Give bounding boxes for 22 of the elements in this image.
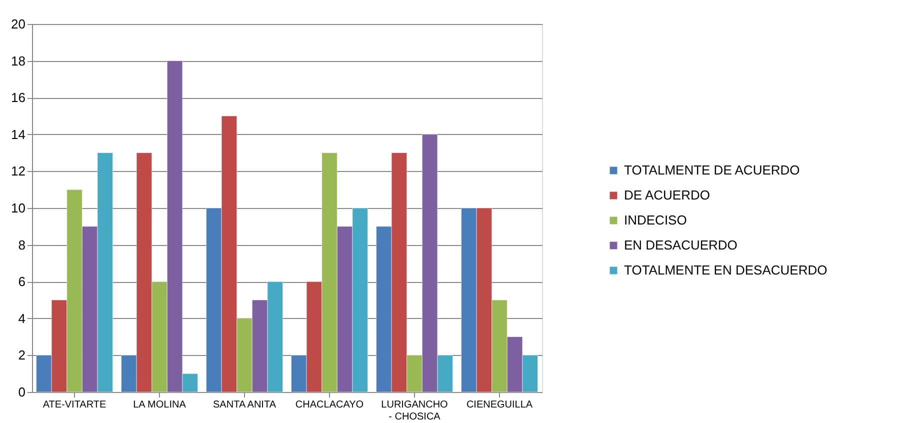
y-tick-label: 18 bbox=[11, 53, 26, 68]
y-tick-label: 8 bbox=[18, 237, 26, 252]
x-tick-label: CIENEGUILLA bbox=[466, 400, 533, 410]
x-tick-label: SANTA ANITA bbox=[213, 400, 276, 410]
y-tick-label: 0 bbox=[18, 384, 26, 400]
legend-label: INDECISO bbox=[624, 212, 687, 228]
y-tick-label: 14 bbox=[11, 126, 26, 142]
y-tick-label: 2 bbox=[18, 348, 26, 363]
y-tick-label: 4 bbox=[18, 310, 26, 326]
y-tick-label: 20 bbox=[11, 16, 26, 32]
x-tick-label: ATE-VITARTE bbox=[42, 400, 106, 410]
legend-label: TOTALMENTE DE ACUERDO bbox=[624, 162, 800, 178]
x-tick-label: LA MOLINA bbox=[133, 400, 186, 410]
legend-label: EN DESACUERDO bbox=[624, 238, 738, 252]
y-tick-label: 6 bbox=[18, 274, 26, 290]
y-tick-label: 12 bbox=[11, 164, 26, 179]
x-tick-label: LURIGANCHO - CHOSICA bbox=[381, 400, 448, 422]
y-tick-label: 16 bbox=[11, 90, 26, 106]
y-tick-label: 10 bbox=[11, 200, 26, 216]
legend-label: TOTALMENTE EN DESACUERDO bbox=[624, 262, 828, 278]
legend-label: DE ACUERDO bbox=[624, 188, 710, 202]
x-tick-label: CHACLACAYO bbox=[295, 400, 364, 410]
